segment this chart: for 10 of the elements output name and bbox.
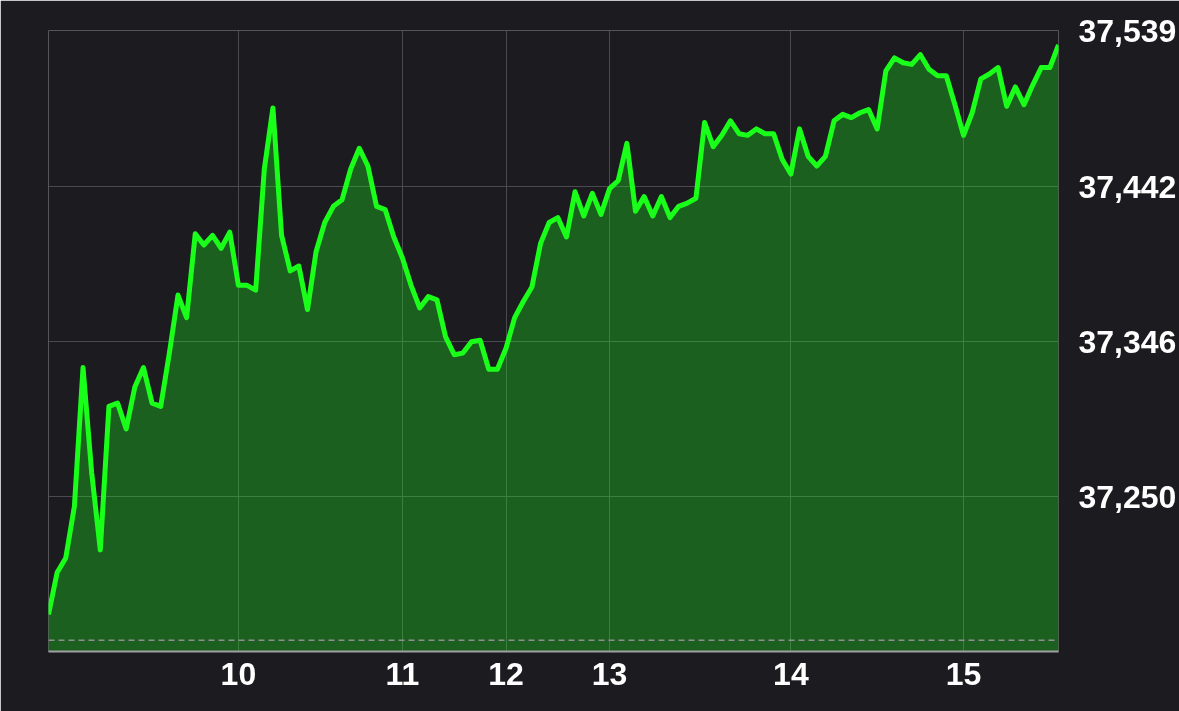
x-tick-label: 11: [385, 655, 420, 692]
y-tick-label: 37,250: [1078, 478, 1177, 515]
x-tick-label: 15: [945, 655, 982, 692]
x-tick-label: 12: [488, 655, 524, 692]
y-tick-label: 37,539: [1078, 12, 1177, 49]
y-tick-label: 37,442: [1078, 168, 1177, 205]
x-tick-label: 13: [591, 655, 628, 692]
x-tick-label: 14: [773, 655, 809, 692]
x-tick-label: 10: [220, 655, 257, 692]
y-tick-label: 37,346: [1078, 323, 1177, 360]
